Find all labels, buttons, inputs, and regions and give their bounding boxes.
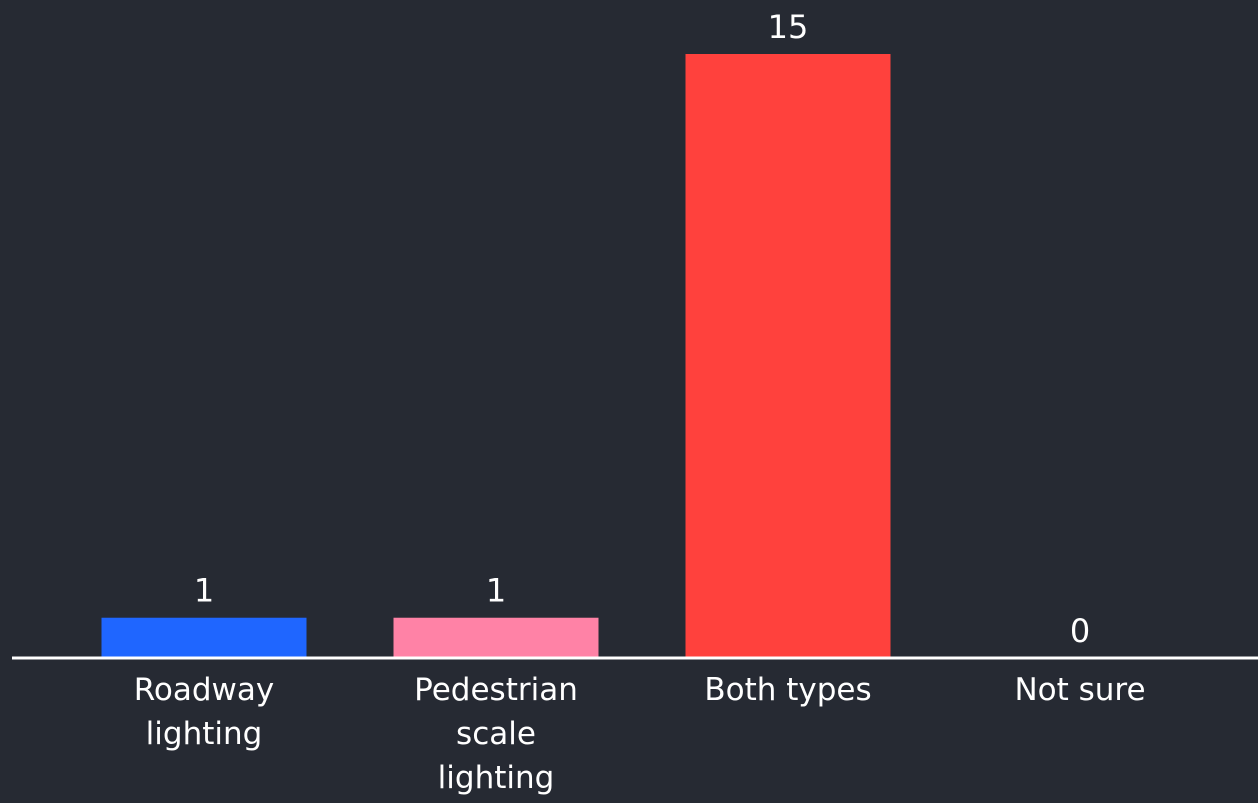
category-label-line: Both types [704,672,872,708]
category-label-3: Not sure [975,668,1185,712]
category-label-line: lighting [145,716,263,752]
value-label-3: 0 [1070,612,1090,650]
category-label-1: Pedestrian scale lighting [391,668,601,800]
category-label-0: Roadway lighting [99,668,309,756]
bar-2 [685,54,891,658]
category-label-line: Not sure [1014,672,1146,708]
category-label-2: Both types [683,668,893,712]
value-labels-group: 1 1 15 0 [194,8,1090,650]
category-label-line: Pedestrian [414,672,578,708]
category-label-line: scale [456,716,536,752]
category-label-line: Roadway [133,672,275,708]
bar-0 [101,617,307,658]
category-label-line: lighting [437,760,555,796]
value-label-2: 15 [768,8,809,46]
value-label-1: 1 [486,572,506,610]
bars-group [101,54,891,658]
bar-1 [393,617,599,658]
value-label-0: 1 [194,572,214,610]
